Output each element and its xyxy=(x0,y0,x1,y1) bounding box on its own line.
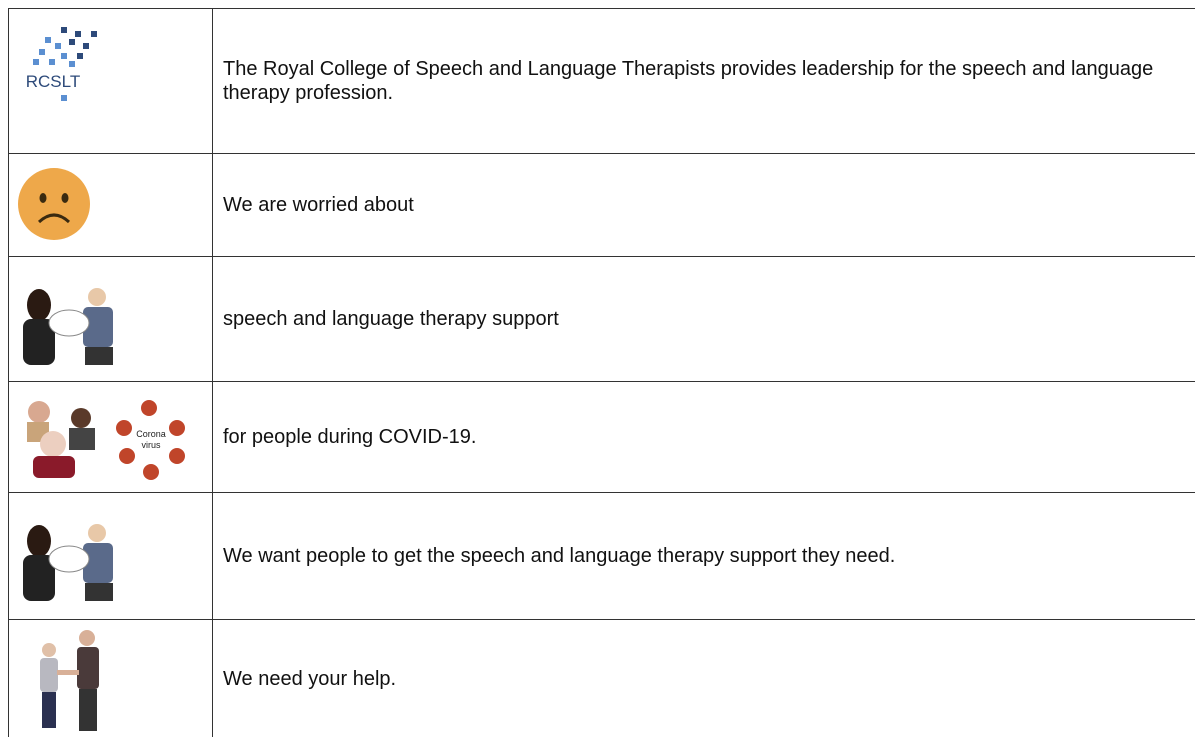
table-row: We want people to get the speech and lan… xyxy=(8,492,1195,619)
page: RCSLT The Royal College of Speech and La… xyxy=(0,0,1195,737)
table-row: We need your help. xyxy=(8,619,1195,737)
image-cell: Corona virus xyxy=(8,382,213,492)
table-row: Corona virus for people during COVID-19. xyxy=(8,381,1195,492)
table-row: We are worried about xyxy=(8,153,1195,256)
table-row: speech and language therapy support xyxy=(8,256,1195,381)
logo-text: RCSLT xyxy=(26,72,80,91)
image-cell xyxy=(8,620,213,737)
row-text: We want people to get the speech and lan… xyxy=(223,544,1187,568)
row-text: speech and language therapy support xyxy=(223,307,1187,331)
badge-text: Corona xyxy=(136,429,166,439)
row-text: We need your help. xyxy=(223,667,1187,691)
covid-illustration: Corona virus xyxy=(19,390,199,485)
row-text: for people during COVID-19. xyxy=(223,425,1187,449)
row-text: The Royal College of Speech and Language… xyxy=(223,57,1187,105)
therapy-illustration xyxy=(17,513,127,603)
table-row: RCSLT The Royal College of Speech and La… xyxy=(8,8,1195,153)
handshake-illustration xyxy=(31,626,121,736)
image-cell xyxy=(8,257,213,381)
image-cell xyxy=(8,154,213,256)
row-text: We are worried about xyxy=(223,193,1187,217)
rcslt-logo: RCSLT xyxy=(21,23,121,123)
document-table: RCSLT The Royal College of Speech and La… xyxy=(8,8,1195,737)
therapy-illustration xyxy=(17,277,127,367)
badge-text: virus xyxy=(141,440,161,450)
image-cell xyxy=(8,493,213,619)
image-cell: RCSLT xyxy=(8,9,213,153)
sad-face xyxy=(17,166,97,246)
